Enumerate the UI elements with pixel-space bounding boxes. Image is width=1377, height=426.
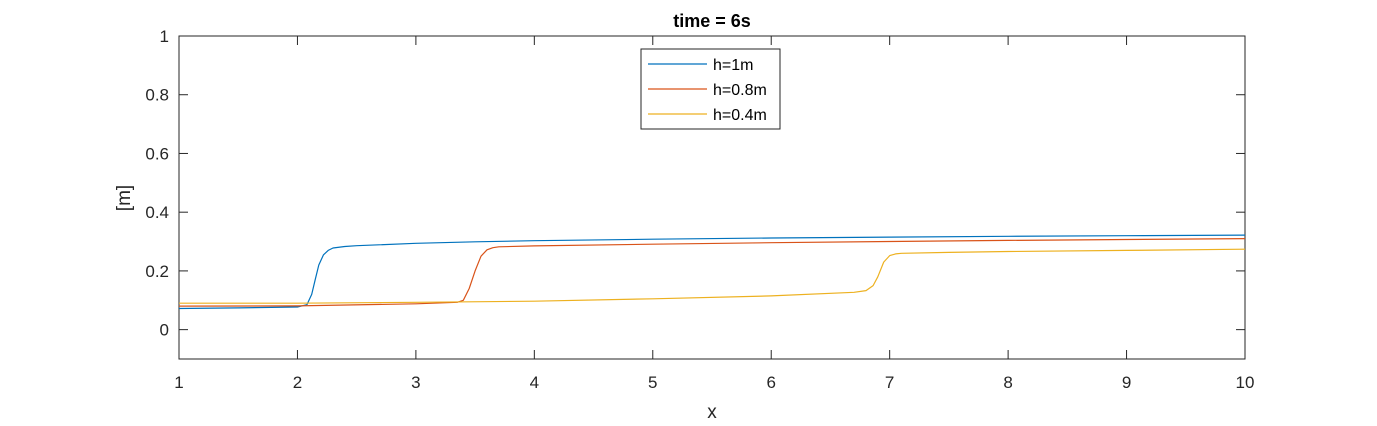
x-tick-label: 5 <box>648 373 657 392</box>
series-line-3 <box>179 248 1246 304</box>
legend-label: h=0.8m <box>713 82 767 99</box>
y-tick-label: 0 <box>160 321 169 340</box>
axis-ticks: 1 2 3 4 5 6 7 8 9 10 0 0.2 0.4 0.6 0.8 1 <box>145 27 1254 392</box>
x-tick-label: 8 <box>1003 373 1012 392</box>
x-axis-label: x <box>707 402 717 423</box>
x-tick-label: 1 <box>174 373 183 392</box>
y-axis-label: [m] <box>114 185 135 211</box>
y-tick-label: 1 <box>160 27 169 46</box>
x-tick-label: 7 <box>885 373 894 392</box>
legend: h=1m h=0.8m h=0.4m <box>640 48 781 130</box>
chart-title: time = 6s <box>673 11 751 31</box>
series-lines <box>178 234 1246 310</box>
legend-label: h=1m <box>713 57 753 74</box>
x-tick-label: 4 <box>530 373 539 392</box>
series-line-1 <box>178 234 1246 310</box>
x-tick-label: 10 <box>1236 373 1255 392</box>
y-tick-label: 0.6 <box>145 144 169 163</box>
legend-label: h=0.4m <box>713 107 767 124</box>
y-tick-label: 0.4 <box>145 203 169 222</box>
x-tick-label: 9 <box>1122 373 1131 392</box>
y-tick-label: 0.8 <box>145 86 169 105</box>
x-tick-label: 6 <box>766 373 775 392</box>
y-tick-label: 0.2 <box>145 262 169 281</box>
x-tick-label: 3 <box>411 373 420 392</box>
x-tick-label: 2 <box>293 373 302 392</box>
